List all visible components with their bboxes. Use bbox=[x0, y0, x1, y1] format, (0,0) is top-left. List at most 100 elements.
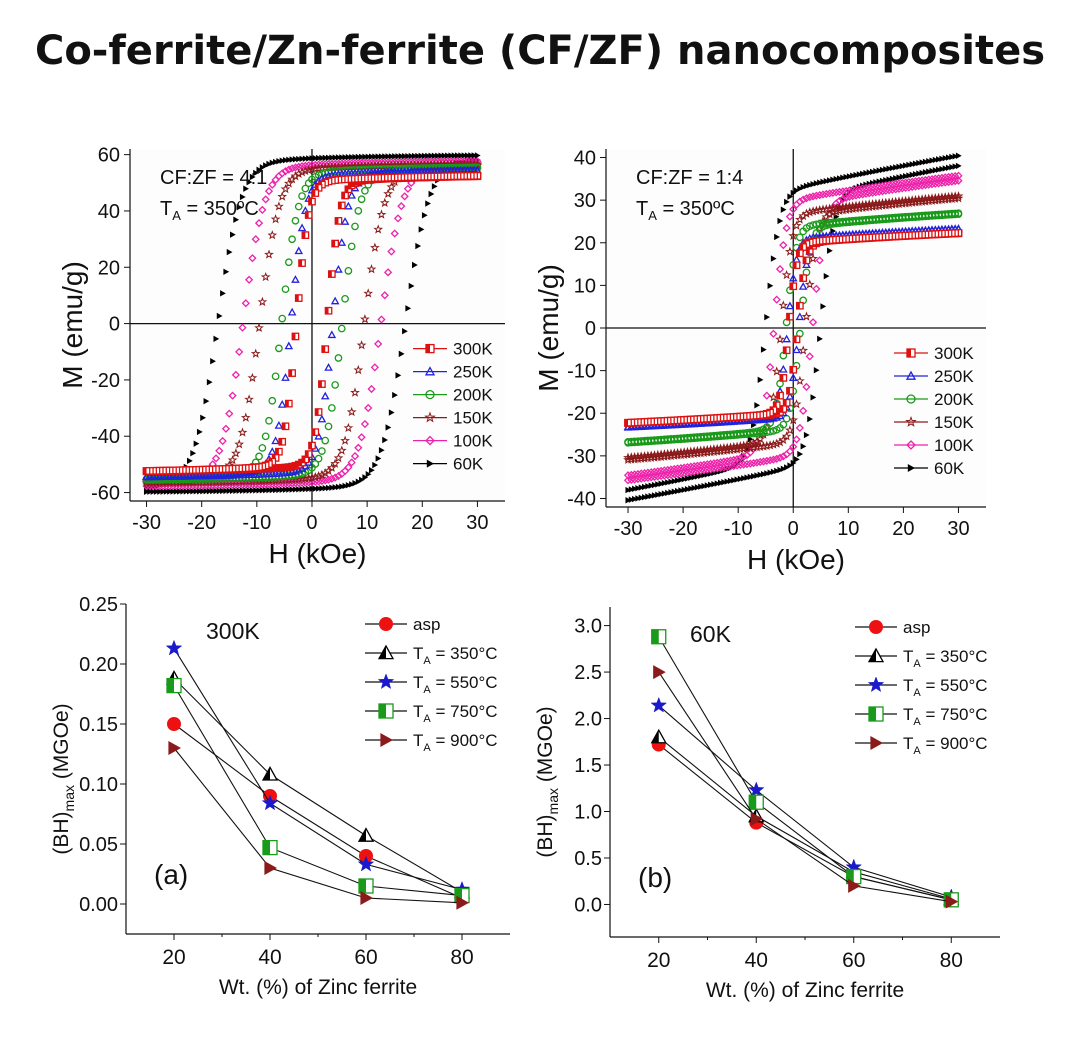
loop-point-shape bbox=[291, 275, 300, 283]
loop-point bbox=[802, 260, 811, 268]
loop-point-fill bbox=[285, 400, 289, 407]
loop-point bbox=[347, 242, 356, 251]
loop-point bbox=[218, 436, 227, 446]
loop-point-shape bbox=[813, 366, 820, 374]
loop-point-shape bbox=[329, 484, 336, 491]
loop-point-shape bbox=[764, 313, 771, 321]
loop-point bbox=[936, 156, 942, 163]
loop-point-shape bbox=[254, 219, 264, 228]
loop-point-shape bbox=[949, 153, 956, 161]
loop-point-fill bbox=[312, 428, 316, 436]
loop-point bbox=[643, 473, 652, 482]
loop-point bbox=[871, 188, 880, 197]
loop-point-shape bbox=[361, 186, 369, 195]
loop-point bbox=[276, 486, 283, 494]
loop-point-fill bbox=[308, 198, 312, 205]
loop-point bbox=[939, 155, 946, 162]
loop-point-fill bbox=[285, 463, 289, 471]
loop-point bbox=[360, 419, 370, 429]
loop-point-fill bbox=[351, 179, 355, 187]
loop-point bbox=[425, 200, 431, 207]
loop-point bbox=[760, 470, 767, 478]
loop-point bbox=[345, 154, 352, 161]
legend-marker-150K bbox=[424, 411, 436, 423]
loop-point bbox=[385, 153, 392, 160]
loop-point bbox=[321, 476, 330, 485]
loop-point bbox=[749, 458, 758, 468]
loop-point-shape bbox=[233, 487, 240, 494]
loop-point-shape bbox=[784, 246, 795, 256]
loop-point-shape bbox=[666, 470, 676, 479]
loop-point bbox=[388, 409, 395, 416]
loop-point-shape bbox=[790, 189, 797, 197]
loop-point-shape bbox=[850, 172, 856, 179]
loop-point bbox=[785, 301, 795, 310]
loop-point-shape bbox=[239, 487, 246, 494]
loop-point bbox=[160, 488, 167, 495]
loop-point bbox=[196, 488, 203, 495]
loop-point-shape bbox=[660, 471, 669, 480]
loop-point bbox=[231, 448, 241, 458]
loop-point-shape bbox=[257, 296, 268, 307]
loop-point bbox=[774, 467, 780, 475]
loop-point-fill bbox=[315, 184, 319, 192]
loop-point-fill bbox=[325, 307, 329, 314]
loop-point bbox=[385, 424, 392, 431]
loop-point-shape bbox=[320, 391, 330, 400]
loop-point bbox=[927, 180, 937, 189]
loop-point-shape bbox=[385, 424, 392, 431]
loop-point-shape bbox=[713, 464, 722, 473]
loop-point-shape bbox=[698, 472, 704, 479]
loop-point bbox=[279, 157, 286, 164]
loop-point-shape bbox=[196, 488, 203, 495]
loop-point-shape bbox=[342, 154, 349, 161]
loop-point-shape bbox=[451, 152, 458, 159]
loop-point bbox=[200, 488, 206, 495]
loop-point-shape bbox=[693, 467, 702, 476]
loop-point-fill bbox=[776, 408, 781, 416]
loop-point bbox=[788, 273, 798, 282]
legend-marker-150K-shape bbox=[424, 411, 436, 423]
loop-point bbox=[346, 406, 357, 417]
loop-point bbox=[379, 197, 390, 208]
loop-point-shape bbox=[256, 487, 263, 494]
loop-point-shape bbox=[317, 414, 327, 423]
loop-point-shape bbox=[186, 457, 193, 465]
loop-point-shape bbox=[904, 183, 914, 192]
loop-point-shape bbox=[879, 177, 886, 185]
loop-point-shape bbox=[901, 183, 910, 193]
loop-point bbox=[688, 474, 695, 482]
loop-point bbox=[727, 477, 734, 485]
loop-point-shape bbox=[760, 346, 767, 353]
loop-point bbox=[879, 177, 886, 185]
loop-point-shape bbox=[898, 184, 907, 193]
loop-point-shape bbox=[675, 477, 681, 484]
loop-point bbox=[820, 303, 827, 310]
loop-point bbox=[304, 450, 313, 458]
loop-point bbox=[889, 164, 896, 172]
loop-point bbox=[787, 193, 794, 200]
loop-point bbox=[744, 474, 751, 481]
loop-point-shape bbox=[787, 193, 794, 200]
loop-point-fill bbox=[298, 459, 303, 466]
loop-point bbox=[684, 475, 691, 482]
loop-point-shape bbox=[627, 475, 636, 484]
loop-point-shape bbox=[339, 483, 345, 490]
loop-point-shape bbox=[921, 181, 930, 190]
loop-point bbox=[282, 486, 289, 493]
loop-point bbox=[704, 482, 711, 489]
loop-point bbox=[309, 155, 316, 162]
loop-point bbox=[428, 152, 435, 160]
loop-point-shape bbox=[411, 152, 418, 160]
loop-point bbox=[392, 153, 398, 160]
loop-point bbox=[330, 296, 340, 305]
loop-point-shape bbox=[708, 481, 714, 489]
loop-point bbox=[795, 423, 804, 433]
loop-point-shape bbox=[321, 476, 330, 485]
loop-point bbox=[326, 462, 337, 472]
loop-point-fill bbox=[780, 405, 784, 413]
loop-point-shape bbox=[772, 295, 781, 304]
loop-point-shape bbox=[836, 175, 843, 182]
loop-point-shape bbox=[820, 303, 827, 310]
